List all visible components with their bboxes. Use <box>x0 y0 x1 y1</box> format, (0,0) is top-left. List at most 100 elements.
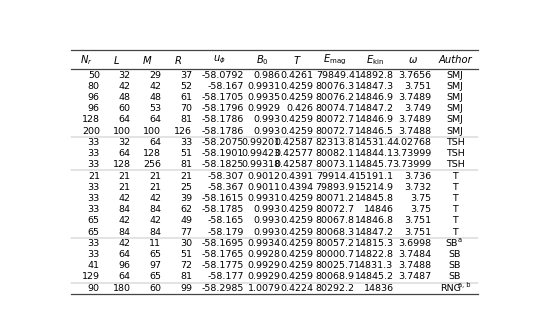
Text: T: T <box>452 194 458 203</box>
Text: -58.307: -58.307 <box>207 171 244 180</box>
Text: 0.4259: 0.4259 <box>280 272 313 281</box>
Text: 0.4259: 0.4259 <box>280 93 313 102</box>
Text: $u_\phi$: $u_\phi$ <box>213 54 225 66</box>
Text: $M$: $M$ <box>142 54 153 66</box>
Text: 0.4224: 0.4224 <box>280 284 313 293</box>
Text: 14831.3: 14831.3 <box>354 261 394 270</box>
Text: 33: 33 <box>87 183 100 192</box>
Text: 80067.8: 80067.8 <box>316 216 355 225</box>
Text: 3.7487: 3.7487 <box>399 272 432 281</box>
Text: $E_{\mathrm{mag}}$: $E_{\mathrm{mag}}$ <box>323 53 346 67</box>
Text: 29: 29 <box>149 71 161 80</box>
Text: 0.993: 0.993 <box>254 116 280 125</box>
Text: 81: 81 <box>180 160 192 169</box>
Text: 0.993: 0.993 <box>254 228 280 237</box>
Text: T: T <box>452 183 458 192</box>
Text: 0.9935: 0.9935 <box>247 93 280 102</box>
Text: 3.75: 3.75 <box>410 205 432 214</box>
Text: 79914.4: 79914.4 <box>316 171 355 180</box>
Text: 0.9929: 0.9929 <box>248 104 280 113</box>
Text: 42: 42 <box>149 216 161 225</box>
Text: 84: 84 <box>118 205 131 214</box>
Text: 0.4259: 0.4259 <box>280 127 313 136</box>
Text: 14845.7: 14845.7 <box>354 160 394 169</box>
Text: 0.9928: 0.9928 <box>248 250 280 259</box>
Text: 30: 30 <box>180 239 192 248</box>
Text: 80068.9: 80068.9 <box>316 272 355 281</box>
Text: 126: 126 <box>174 127 192 136</box>
Text: 0.42587: 0.42587 <box>274 160 313 169</box>
Text: -58.167: -58.167 <box>207 82 244 91</box>
Text: 3.75: 3.75 <box>410 194 432 203</box>
Text: 3.7656: 3.7656 <box>399 71 432 80</box>
Text: 65: 65 <box>149 250 161 259</box>
Text: 128: 128 <box>82 116 100 125</box>
Text: 48: 48 <box>149 93 161 102</box>
Text: 80072.7: 80072.7 <box>316 205 355 214</box>
Text: 14847.2: 14847.2 <box>354 104 394 113</box>
Text: 62: 62 <box>180 205 192 214</box>
Text: 14822.8: 14822.8 <box>354 250 394 259</box>
Text: 42: 42 <box>118 239 131 248</box>
Text: 80000.7: 80000.7 <box>316 250 355 259</box>
Text: 0.4261: 0.4261 <box>280 71 313 80</box>
Text: 77: 77 <box>180 228 192 237</box>
Text: 0.993: 0.993 <box>254 205 280 214</box>
Text: 96: 96 <box>88 104 100 113</box>
Text: 53: 53 <box>149 104 161 113</box>
Text: 51: 51 <box>180 149 192 158</box>
Text: 80072.7: 80072.7 <box>316 127 355 136</box>
Text: 14846.5: 14846.5 <box>354 127 394 136</box>
Text: 3.749: 3.749 <box>405 104 432 113</box>
Text: 0.9929: 0.9929 <box>248 261 280 270</box>
Text: TSH: TSH <box>446 138 464 147</box>
Text: 41: 41 <box>88 261 100 270</box>
Text: Author: Author <box>438 55 472 65</box>
Text: $L$: $L$ <box>114 54 120 66</box>
Text: 64: 64 <box>149 138 161 147</box>
Text: 14844.1: 14844.1 <box>354 149 394 158</box>
Text: 14892.8: 14892.8 <box>354 71 394 80</box>
Text: SMJ: SMJ <box>447 104 464 113</box>
Text: -58.2075: -58.2075 <box>201 138 244 147</box>
Text: -58.1796: -58.1796 <box>201 104 244 113</box>
Text: 33: 33 <box>180 138 192 147</box>
Text: 82313.8: 82313.8 <box>316 138 355 147</box>
Text: 79893.9: 79893.9 <box>316 183 355 192</box>
Text: SB: SB <box>449 250 461 259</box>
Text: 61: 61 <box>180 93 192 102</box>
Text: 0.4391: 0.4391 <box>280 171 313 180</box>
Text: 21: 21 <box>149 183 161 192</box>
Text: 80082.1: 80082.1 <box>316 149 355 158</box>
Text: 81: 81 <box>180 272 192 281</box>
Text: 84: 84 <box>118 228 131 237</box>
Text: 3.73999: 3.73999 <box>392 149 432 158</box>
Text: 51: 51 <box>180 250 192 259</box>
Text: 49: 49 <box>180 216 192 225</box>
Text: 80057.2: 80057.2 <box>316 239 355 248</box>
Text: $N_r$: $N_r$ <box>80 53 93 67</box>
Text: 11: 11 <box>149 239 161 248</box>
Text: RNG: RNG <box>440 284 461 293</box>
Text: 33: 33 <box>87 194 100 203</box>
Text: 3.6998: 3.6998 <box>399 239 432 248</box>
Text: 3.73999: 3.73999 <box>392 160 432 169</box>
Text: -58.1765: -58.1765 <box>201 250 244 259</box>
Text: 128: 128 <box>143 149 161 158</box>
Text: 0.9931: 0.9931 <box>247 194 280 203</box>
Text: 0.4259: 0.4259 <box>280 116 313 125</box>
Text: 70: 70 <box>180 104 192 113</box>
Text: 14846: 14846 <box>364 205 394 214</box>
Text: 37: 37 <box>180 71 192 80</box>
Text: 14846.9: 14846.9 <box>354 116 394 125</box>
Text: 39: 39 <box>180 194 192 203</box>
Text: 80076.2: 80076.2 <box>316 93 355 102</box>
Text: 0.4394: 0.4394 <box>280 183 313 192</box>
Text: 21: 21 <box>88 171 100 180</box>
Text: -58.1785: -58.1785 <box>201 205 244 214</box>
Text: 0.993: 0.993 <box>254 216 280 225</box>
Text: $\omega$: $\omega$ <box>408 55 418 65</box>
Text: 1.0079: 1.0079 <box>248 284 280 293</box>
Text: 0.4259: 0.4259 <box>280 205 313 214</box>
Text: 33: 33 <box>87 250 100 259</box>
